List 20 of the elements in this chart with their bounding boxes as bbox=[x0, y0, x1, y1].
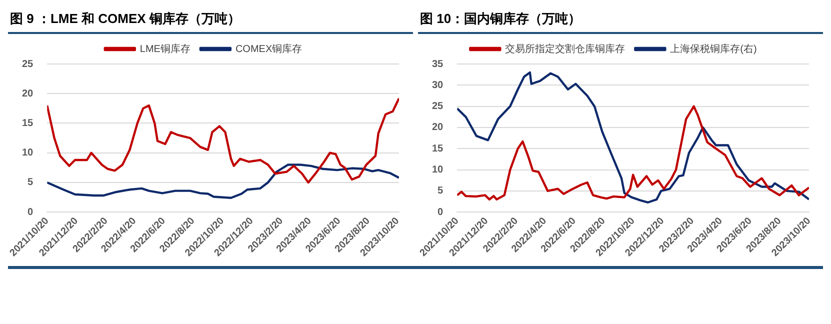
y-tick-label: 20 bbox=[22, 88, 34, 100]
legend-label: 交易所指定交割仓库铜库存 bbox=[505, 42, 626, 55]
y-tick-label: 10 bbox=[22, 148, 34, 159]
legend-label: 上海保税铜库存(右) bbox=[670, 42, 757, 55]
y-tick-label: 15 bbox=[22, 118, 34, 129]
y-tick-label: 25 bbox=[432, 101, 444, 112]
y-tick-label: 15 bbox=[432, 143, 444, 154]
chart-title: 图 10：国内铜库存（万吨） bbox=[419, 10, 582, 28]
legend-label: COMEX铜库存 bbox=[235, 42, 302, 55]
y-tick-label: 0 bbox=[438, 206, 444, 218]
legend-label: LME铜库存 bbox=[140, 42, 190, 55]
y-tick-label: 5 bbox=[28, 177, 34, 188]
y-tick-label: 0 bbox=[28, 206, 34, 218]
y-tick-label: 30 bbox=[432, 80, 444, 91]
y-tick-label: 20 bbox=[432, 122, 444, 134]
y-tick-label: 5 bbox=[438, 186, 444, 197]
y-tick-label: 35 bbox=[432, 58, 444, 70]
chart-title: 图 9 ：LME 和 COMEX 铜库存（万吨） bbox=[9, 10, 242, 28]
y-tick-label: 10 bbox=[432, 164, 444, 176]
y-tick-label: 25 bbox=[22, 58, 34, 70]
